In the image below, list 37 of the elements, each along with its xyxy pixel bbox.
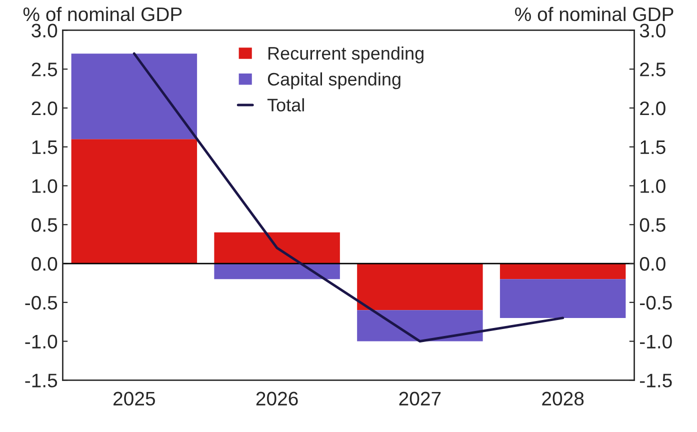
x-tick-label: 2025 (114, 392, 155, 406)
y2-tick-label: 0.5 (640, 218, 666, 232)
x-tick-label: 2027 (399, 392, 441, 406)
y-tick-label: 0.0 (32, 256, 58, 271)
y-axis-title: % of nominal GDP (23, 6, 182, 22)
y2-tick-label: 3.0 (640, 24, 666, 38)
bar (71, 139, 198, 264)
y2-tick-label: -0.5 (640, 296, 672, 310)
y-tick-label: -0.5 (25, 296, 58, 310)
y2-tick-label: 1.5 (640, 140, 666, 154)
legend-label: Recurrent spending (268, 46, 424, 64)
y-tick-label: 2.5 (32, 62, 58, 76)
bar (214, 232, 340, 264)
y2-tick-label: -1.0 (640, 334, 672, 349)
y2-tick-label: 2.5 (640, 62, 666, 76)
x-tick-label: 2028 (542, 392, 584, 406)
y-tick-label: 3.0 (32, 24, 58, 38)
y-tick-label: 0.5 (32, 218, 58, 232)
y2-tick-label: 2.0 (640, 101, 666, 116)
y-tick-label: 1.5 (32, 140, 58, 154)
y2-tick-label: 1.0 (640, 179, 666, 193)
y2-axis-title: % of nominal GDP (515, 6, 674, 22)
y-tick-label: -1.5 (25, 374, 58, 388)
y-tick-label: 1.0 (32, 179, 58, 193)
bar (357, 310, 483, 342)
bar (214, 264, 340, 280)
y2-tick-label: -1.5 (640, 374, 672, 388)
y-tick-label: 2.0 (32, 101, 58, 116)
y2-tick-label: 0.0 (640, 256, 666, 271)
bar (357, 264, 483, 310)
legend-label: Total (267, 98, 304, 112)
bar (71, 54, 198, 140)
bar (500, 264, 626, 280)
y-tick-label: -1.0 (25, 334, 58, 349)
bar (500, 279, 626, 318)
x-tick-label: 2026 (256, 392, 298, 406)
legend-label: Capital spending (268, 72, 400, 90)
